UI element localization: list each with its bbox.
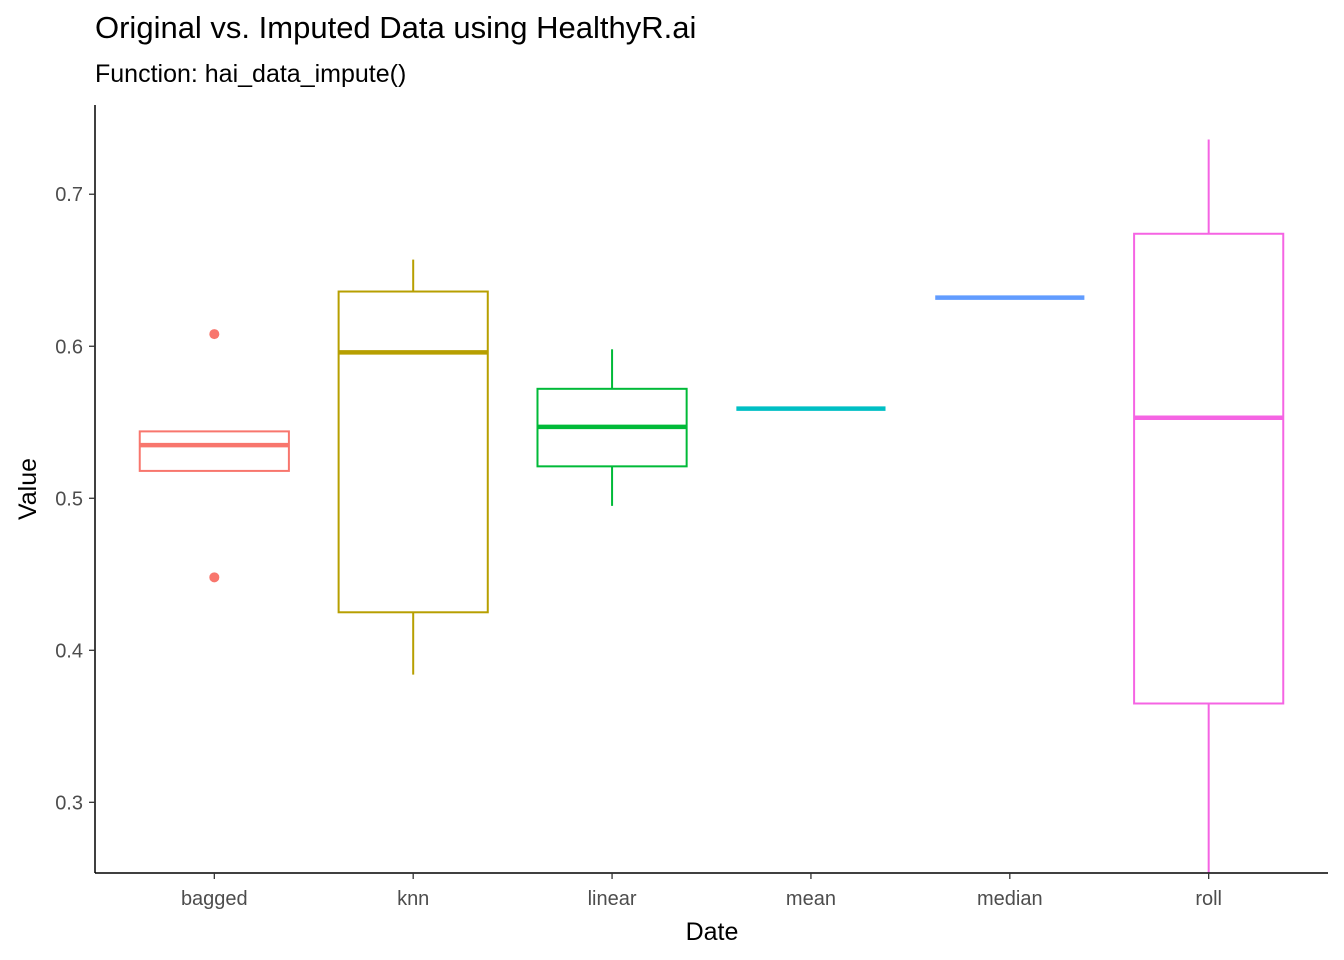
box-bagged <box>138 329 290 583</box>
x-axis-title: Date <box>686 918 739 946</box>
box-linear <box>536 349 688 506</box>
y-tick-label: 0.3 <box>55 792 83 814</box>
y-tick-label: 0.6 <box>55 336 83 358</box>
x-tick-label: linear <box>588 888 637 910</box>
box-knn <box>337 259 489 675</box>
chart-title: Original vs. Imputed Data using HealthyR… <box>95 10 697 45</box>
axes: 0.3 0.4 0.5 0.6 0.7 bagged knn linear mean median… <box>55 105 1328 910</box>
y-tick-label: 0.4 <box>55 640 83 662</box>
y-tick-label: 0.5 <box>55 488 83 510</box>
y-axis-title: Value <box>14 458 42 520</box>
y-tick-label: 0.7 <box>55 184 83 206</box>
outlier-point <box>209 572 220 583</box>
plot-panel <box>138 139 1285 873</box>
box-iqr <box>138 430 290 472</box>
x-tick-label: median <box>977 888 1043 910</box>
box-iqr <box>337 290 489 614</box>
chart-subtitle: Function: hai_data_impute() <box>95 60 407 88</box>
x-tick-label: knn <box>397 888 429 910</box>
x-tick-label: bagged <box>181 888 248 910</box>
x-tick-label: roll <box>1195 888 1222 910</box>
x-tick-label: mean <box>786 888 836 910</box>
outlier-point <box>209 329 220 340</box>
box-iqr <box>1133 232 1285 705</box>
box-roll <box>1133 139 1285 873</box>
